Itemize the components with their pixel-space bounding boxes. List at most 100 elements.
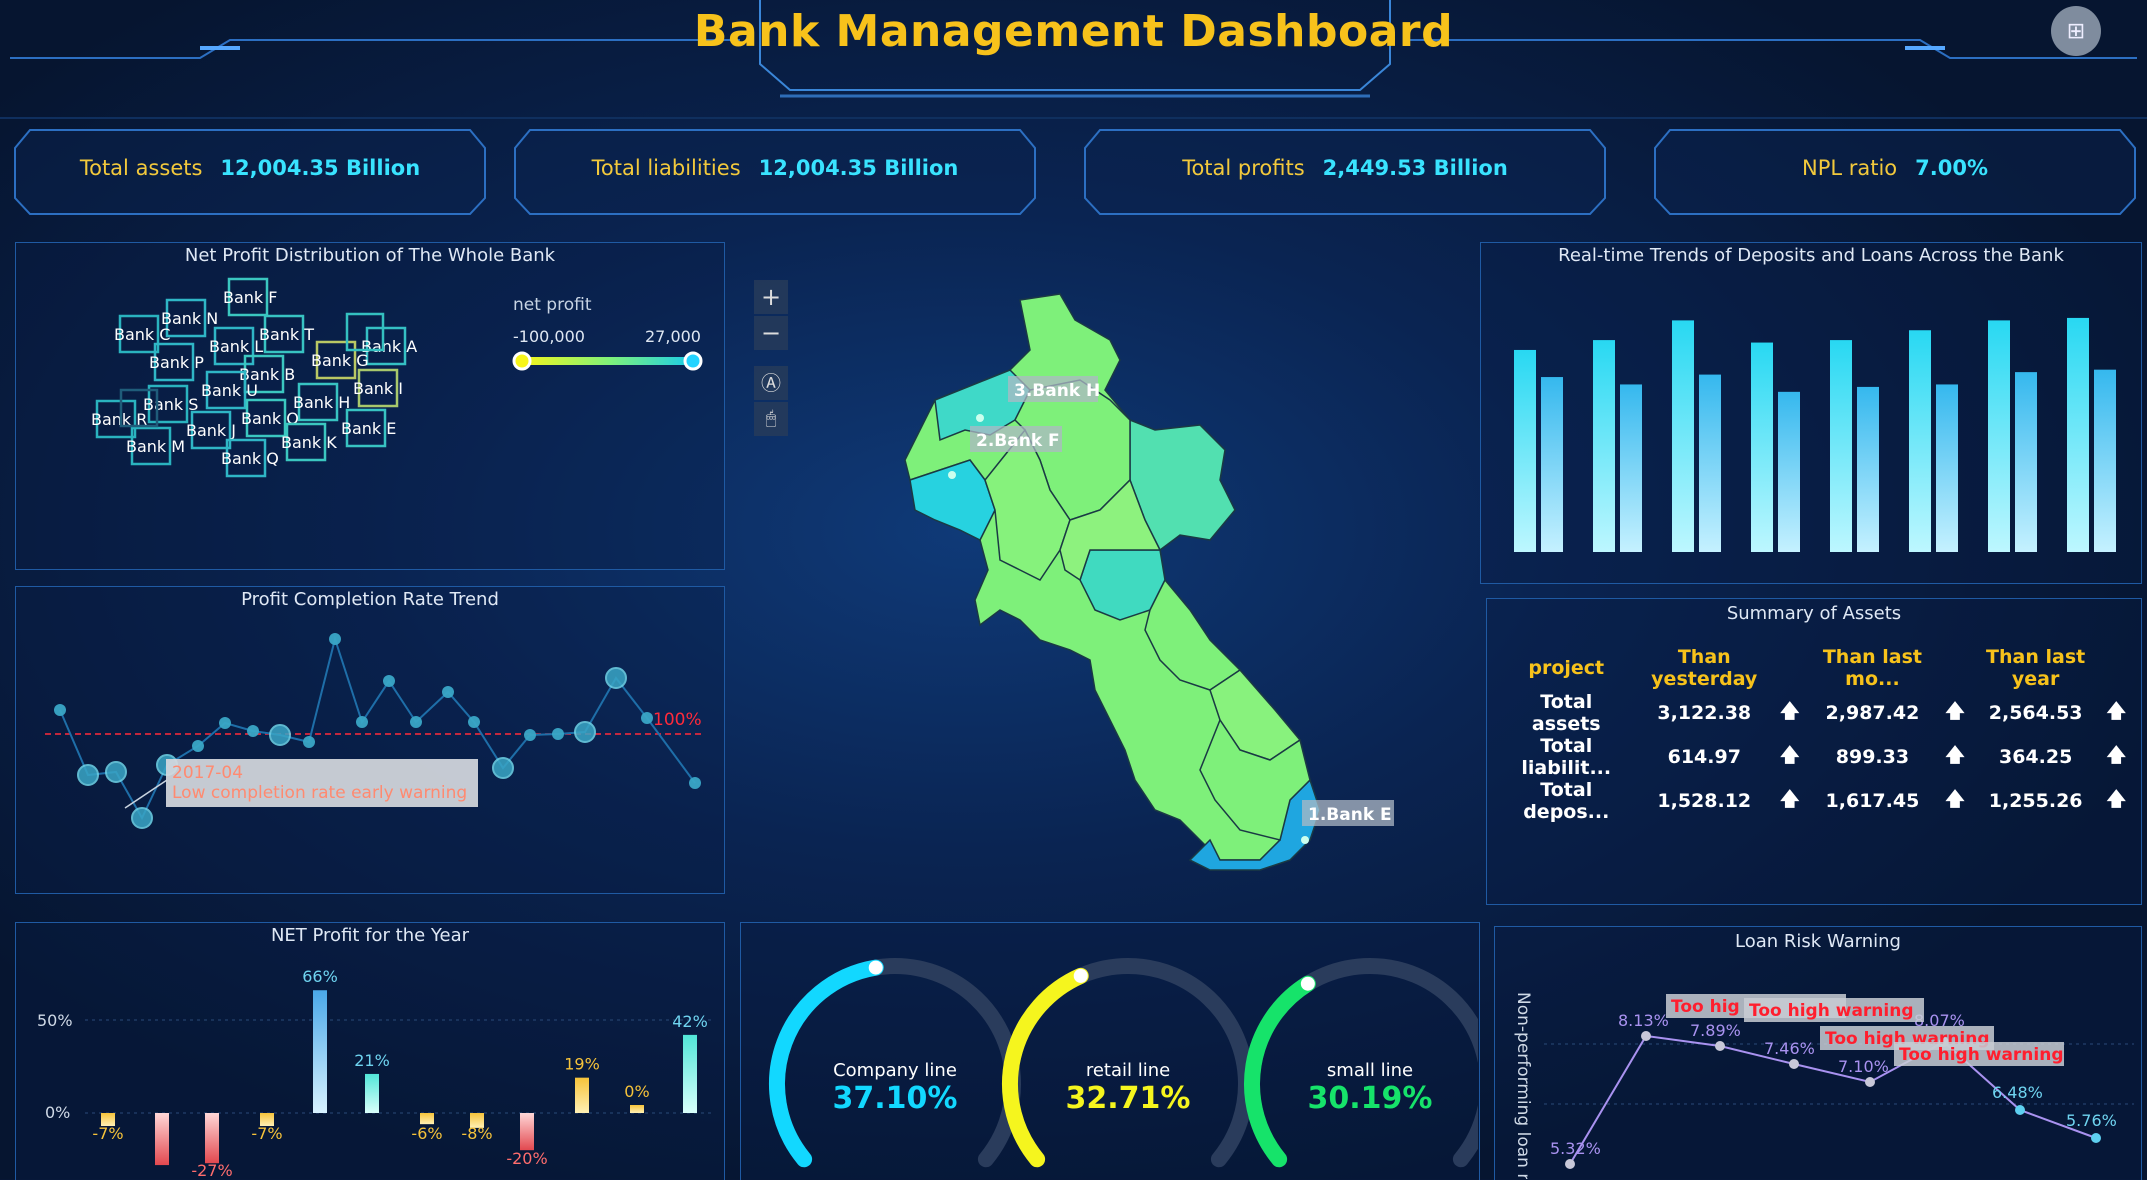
trend-point[interactable] — [468, 716, 480, 728]
trend-point[interactable] — [192, 740, 204, 752]
trend-point[interactable] — [410, 716, 422, 728]
trend-point[interactable] — [303, 736, 315, 748]
loan-bar[interactable] — [1778, 391, 1800, 552]
bank-box[interactable] — [263, 314, 305, 354]
risk-point[interactable] — [1865, 1077, 1875, 1087]
map-label-box — [1302, 800, 1394, 826]
tooltip-box — [166, 759, 478, 807]
bank-box[interactable] — [245, 398, 287, 438]
map-zoom-in-button[interactable]: + — [754, 280, 788, 314]
loan-bar[interactable] — [1857, 386, 1879, 552]
year-bar[interactable] — [420, 1113, 434, 1125]
year-bar[interactable] — [101, 1113, 115, 1127]
bank-box[interactable] — [213, 326, 255, 366]
legend-slider-track[interactable] — [521, 357, 699, 365]
year-bar[interactable] — [520, 1113, 534, 1151]
bank-box[interactable] — [205, 370, 247, 410]
trend-point[interactable] — [54, 704, 66, 716]
trend-point[interactable] — [329, 633, 341, 645]
trend-point[interactable] — [442, 686, 454, 698]
trend-point[interactable] — [356, 716, 368, 728]
bank-region-map[interactable]: 3.Bank H 2.Bank F 1.Bank E — [880, 280, 1460, 880]
deposit-bar[interactable] — [1593, 340, 1615, 552]
bank-box[interactable] — [315, 340, 357, 380]
deposit-bar[interactable] — [2067, 317, 2089, 552]
year-bar[interactable] — [260, 1113, 274, 1127]
trend-point[interactable] — [552, 728, 564, 740]
trend-point[interactable] — [605, 667, 627, 689]
bank-box[interactable] — [153, 342, 195, 382]
legend-handle-max[interactable] — [683, 351, 703, 371]
legend-handle-min[interactable] — [512, 351, 532, 371]
bank-box[interactable] — [95, 399, 137, 439]
bank-box[interactable] — [345, 312, 385, 352]
deposit-bar[interactable] — [1830, 340, 1852, 552]
trend-point[interactable] — [269, 724, 291, 746]
risk-point[interactable] — [1715, 1041, 1725, 1051]
grid-icon: ⊞ — [2066, 18, 2086, 44]
bank-box[interactable] — [118, 314, 160, 354]
fullscreen-button[interactable]: ⊞ — [2051, 6, 2101, 56]
bank-box[interactable] — [225, 438, 267, 478]
loan-bar[interactable] — [1541, 377, 1563, 552]
profit-completion-chart[interactable]: 100% 2017-04 Low completion rate early w… — [15, 586, 723, 892]
map-label-bank-e[interactable]: 1.Bank E — [1308, 805, 1392, 825]
deposit-bar[interactable] — [1672, 320, 1694, 552]
bank-box[interactable] — [130, 426, 172, 466]
y-tick-50: 50% — [37, 1011, 73, 1030]
trend-point[interactable] — [492, 757, 514, 779]
loan-bar[interactable] — [1620, 384, 1642, 552]
map-label-bank-h[interactable]: 3.Bank H — [1014, 381, 1100, 401]
year-bar[interactable] — [575, 1077, 589, 1113]
bank-box[interactable] — [345, 408, 387, 448]
map-reset-button[interactable]: Ⓐ — [754, 366, 788, 400]
trend-point[interactable] — [524, 729, 536, 741]
year-bar[interactable] — [155, 1113, 169, 1166]
trend-point[interactable] — [383, 675, 395, 687]
map-zoom-out-button[interactable]: − — [754, 316, 788, 350]
year-bar[interactable] — [683, 1034, 697, 1113]
deposit-bar[interactable] — [1751, 342, 1773, 552]
bank-box[interactable] — [297, 382, 339, 422]
deposit-loan-bars[interactable] — [1480, 242, 2140, 582]
map-label-bank-f[interactable]: 2.Bank F — [976, 431, 1060, 451]
panel-title: Summary of Assets — [1726, 603, 1902, 624]
risk-point[interactable] — [1789, 1059, 1799, 1069]
year-bar[interactable] — [470, 1113, 484, 1128]
loan-risk-chart[interactable]: Non-performing loan r 5.32% 8.13% 7.89% 7.4… — [1494, 926, 2140, 1179]
year-bar[interactable] — [313, 990, 327, 1113]
trend-point[interactable] — [77, 764, 99, 786]
deposit-bar[interactable] — [1514, 349, 1536, 552]
loan-bar[interactable] — [2015, 372, 2037, 552]
deposit-bar[interactable] — [1909, 330, 1931, 552]
map-mouse-button[interactable]: 🖱 — [754, 402, 788, 436]
risk-point[interactable] — [1641, 1031, 1651, 1041]
bank-box[interactable] — [165, 298, 207, 338]
bank-box[interactable] — [190, 410, 232, 450]
loan-bar[interactable] — [2094, 369, 2116, 552]
loan-bar[interactable] — [1699, 374, 1721, 552]
deposit-bar[interactable] — [1988, 320, 2010, 552]
bank-box[interactable] — [285, 422, 327, 462]
year-bar[interactable] — [205, 1113, 219, 1164]
year-bar[interactable] — [365, 1073, 379, 1113]
bank-box[interactable] — [357, 368, 399, 408]
risk-point[interactable] — [1565, 1159, 1575, 1169]
net-profit-year-chart[interactable]: 50% 0% -7% -27% -7% 66% 21% -6% -8% -20% 19% 0% 42… — [15, 922, 723, 1179]
trend-point[interactable] — [574, 721, 596, 743]
risk-point[interactable] — [2091, 1133, 2101, 1143]
trend-point[interactable] — [689, 777, 701, 789]
bank-box[interactable] — [119, 388, 159, 428]
trend-point[interactable] — [105, 761, 127, 783]
bank-box[interactable] — [147, 384, 189, 424]
risk-point[interactable] — [2015, 1105, 2025, 1115]
trend-point[interactable] — [641, 712, 653, 724]
bank-box[interactable] — [227, 277, 269, 317]
trend-point[interactable] — [247, 725, 259, 737]
loan-bar[interactable] — [1936, 384, 1958, 552]
trend-point[interactable] — [219, 717, 231, 729]
year-bar[interactable] — [630, 1105, 644, 1113]
trend-point[interactable] — [131, 807, 153, 829]
bank-box[interactable] — [365, 326, 407, 366]
